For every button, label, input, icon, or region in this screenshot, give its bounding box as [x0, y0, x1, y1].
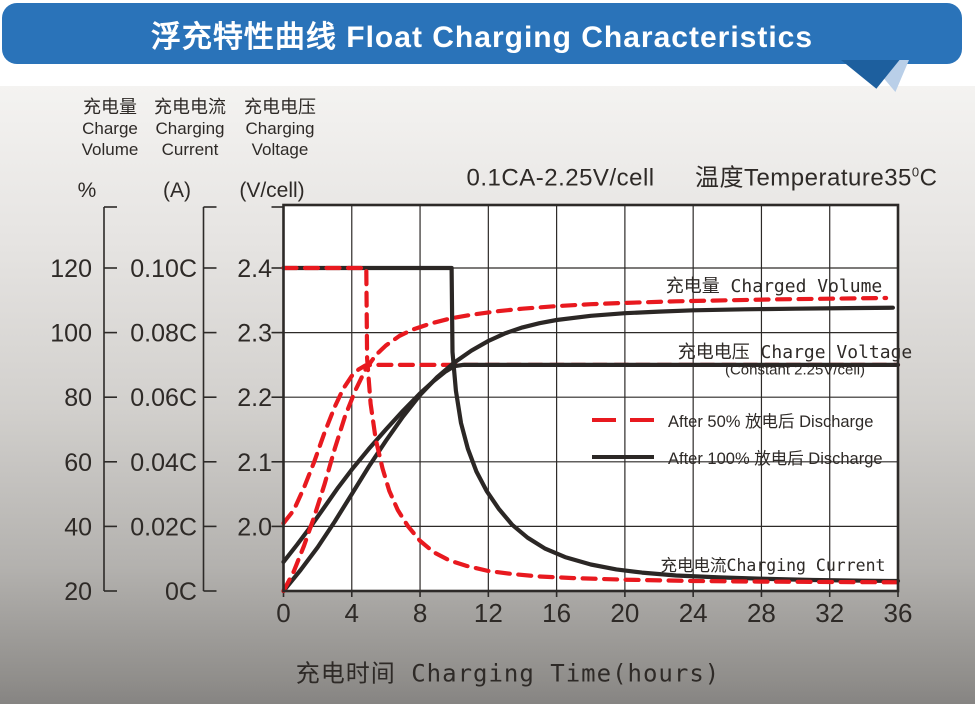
banner-tail-icon	[841, 60, 909, 92]
axis-header-charge-volume: 充电量 Charge Volume	[82, 97, 139, 160]
legend-item-after-50: After 50% 放电后 Discharge	[592, 410, 874, 431]
svg-text:16: 16	[542, 598, 571, 628]
voltage-axis-unit: (V/cell)	[239, 179, 305, 202]
svg-text:40: 40	[64, 513, 92, 541]
svg-text:0.02C: 0.02C	[130, 513, 197, 541]
svg-text:0.06C: 0.06C	[130, 384, 197, 412]
axis-header-en: Volume	[81, 140, 139, 159]
svg-text:0: 0	[276, 598, 290, 628]
svg-text:20: 20	[64, 578, 92, 606]
legend-label: After 100% 放电后 Discharge	[668, 450, 883, 468]
charge-voltage-sub-label: (Constant 2.25V/cell)	[724, 361, 866, 379]
svg-text:0.08C: 0.08C	[130, 320, 197, 348]
svg-text:24: 24	[679, 598, 708, 628]
svg-text:4: 4	[345, 598, 359, 628]
condition-unit: C	[919, 164, 938, 192]
svg-text:2.2: 2.2	[237, 384, 272, 412]
condition-temperature: 温度Temperature35	[694, 164, 912, 192]
axis-header-cjk: 充电电流	[154, 97, 226, 117]
legend-item-after-100: After 100% 放电后 Discharge	[592, 447, 883, 468]
axis-header-en: Charging	[245, 119, 315, 138]
charge-voltage-curve-label: 充电电压 Charge Voltage	[677, 342, 913, 363]
svg-text:0C: 0C	[165, 578, 197, 606]
axis-header-en: Voltage	[251, 140, 309, 159]
svg-text:2.3: 2.3	[237, 320, 272, 348]
svg-text:2.1: 2.1	[237, 449, 272, 477]
svg-text:60: 60	[64, 449, 92, 477]
axis-header-en: Charge	[82, 119, 138, 138]
current-axis-unit: (A)	[163, 179, 191, 202]
axis-header-cjk: 充电量	[82, 97, 137, 117]
axis-header-cjk: 充电电压	[244, 97, 316, 117]
axis-header-en: Current	[161, 140, 219, 159]
svg-text:100: 100	[50, 320, 92, 348]
svg-text:80: 80	[64, 384, 92, 412]
axis-header-en: Charging	[155, 119, 225, 138]
svg-text:2.4: 2.4	[237, 255, 272, 283]
svg-text:36: 36	[884, 598, 913, 628]
degree-symbol: 0	[911, 164, 920, 180]
condition-rate: 0.1CA-2.25V/cell	[466, 164, 655, 192]
svg-text:0.10C: 0.10C	[130, 255, 197, 283]
svg-text:8: 8	[413, 598, 427, 628]
legend-label: After 50% 放电后 Discharge	[668, 413, 874, 431]
percent-axis-unit: %	[77, 179, 97, 202]
page-title: 浮充特性曲线 Float Charging Characteristics	[150, 20, 814, 54]
x-axis-label: 充电时间 Charging Time(hours)	[295, 659, 721, 688]
charged-volume-curve-label: 充电量 Charged Volume	[665, 276, 883, 297]
svg-text:2.0: 2.0	[237, 513, 272, 541]
svg-text:120: 120	[50, 255, 92, 283]
svg-text:20: 20	[610, 598, 639, 628]
test-condition-annotation: 0.1CA-2.25V/cell 温度Temperature350C	[467, 158, 938, 193]
svg-text:12: 12	[474, 598, 503, 628]
title-banner: 浮充特性曲线 Float Charging Characteristics	[2, 3, 962, 64]
solid-line-swatch	[592, 454, 654, 460]
svg-text:32: 32	[815, 598, 844, 628]
axis-header-charging-current: 充电电流 Charging Current	[154, 97, 226, 160]
dashed-line-swatch	[592, 417, 654, 423]
axis-header-charging-voltage: 充电电压 Charging Voltage	[244, 97, 316, 160]
svg-text:28: 28	[747, 598, 776, 628]
charging-current-curve-label: 充电电流Charging Current	[660, 556, 886, 575]
svg-text:0.04C: 0.04C	[130, 449, 197, 477]
